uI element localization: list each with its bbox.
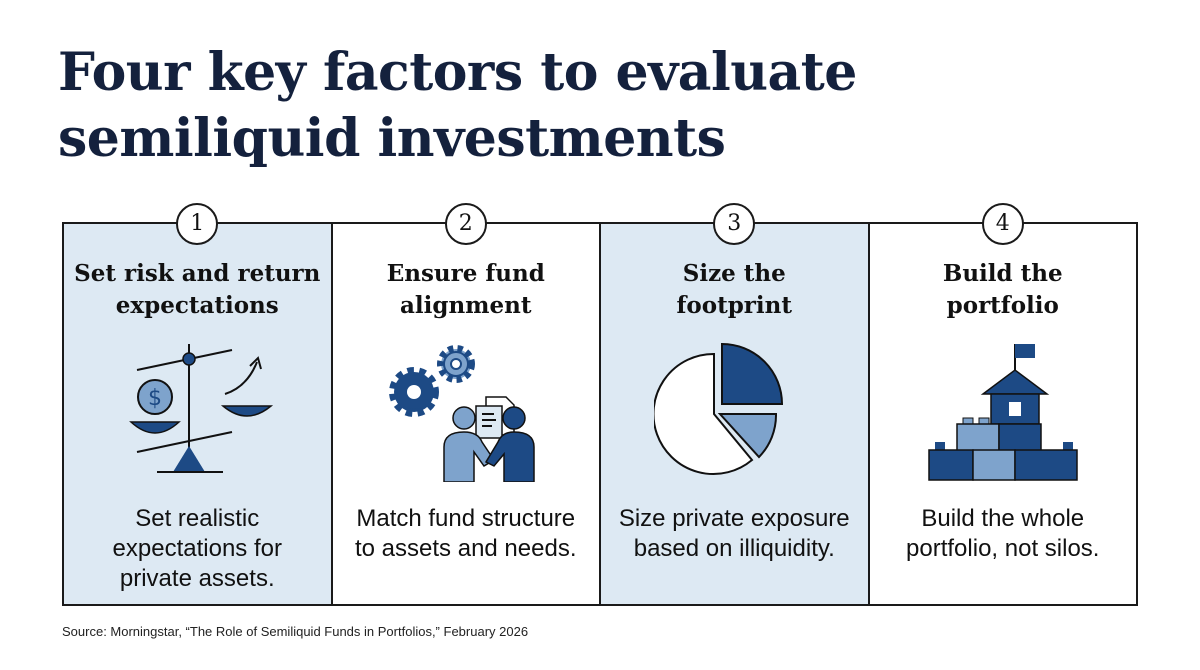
factor-description: Build the whole portfolio, not silos.	[870, 504, 1137, 564]
factor-heading: Ensure fund alignment	[333, 258, 600, 322]
description-line: private assets.	[119, 565, 275, 592]
description-line: based on illiquidity.	[633, 535, 835, 562]
source-note: Source: Morningstar, “The Role of Semili…	[62, 624, 529, 639]
step-number-badge: 1	[176, 203, 219, 245]
heading-line: Ensure fund	[386, 260, 545, 287]
factors-panel: 1 Set risk and return expectations $ Set…	[62, 203, 1138, 606]
factor-description: Size private exposure based on illiquidi…	[601, 504, 868, 564]
factor-card-3: 3 Size the footprint Size private exposu…	[601, 203, 870, 604]
factor-description: Set realistic expectations for private a…	[64, 504, 331, 594]
title-line-1: Four key factors to evaluate	[58, 42, 857, 103]
description-line: Size private exposure	[618, 505, 850, 532]
svg-text:$: $	[148, 386, 162, 411]
factor-heading: Size the footprint	[601, 258, 868, 322]
description-line: expectations for	[112, 535, 282, 562]
step-number-badge: 2	[444, 203, 487, 245]
factor-heading: Build the portfolio	[870, 258, 1137, 322]
heading-line: expectations	[115, 292, 279, 319]
title-line-2: semiliquid investments	[58, 108, 726, 169]
heading-line: alignment	[400, 292, 532, 319]
description-line: Match fund structure	[356, 505, 576, 532]
heading-line: Build the	[942, 260, 1063, 287]
step-number-badge: 4	[981, 203, 1024, 245]
balance-scale-icon: $	[129, 344, 274, 473]
factor-heading: Set risk and return expectations	[64, 258, 331, 322]
factor-card-2: 2 Ensure fund alignment Match	[333, 203, 601, 604]
description-line: portfolio, not silos.	[906, 535, 1100, 562]
heading-line: Size the	[682, 260, 786, 287]
step-number-badge: 3	[713, 203, 756, 245]
factor-card-4: 4 Build the portfolio Build the whole po…	[870, 203, 1137, 604]
heading-line: footprint	[676, 292, 792, 319]
heading-line: Set risk and return	[74, 260, 321, 287]
factor-card-1: 1 Set risk and return expectations $ Set…	[64, 203, 333, 604]
heading-line: portfolio	[946, 292, 1059, 319]
pie-chart-icon	[654, 342, 784, 475]
gears-handshake-icon	[388, 345, 535, 482]
factor-description: Match fund structure to assets and needs…	[333, 504, 600, 564]
page-title: Four key factors to evaluate semiliquid …	[58, 40, 857, 172]
description-line: Build the whole	[921, 505, 1085, 532]
description-line: to assets and needs.	[355, 535, 577, 562]
building-blocks-castle-icon	[928, 344, 1078, 481]
description-line: Set realistic	[135, 505, 260, 532]
